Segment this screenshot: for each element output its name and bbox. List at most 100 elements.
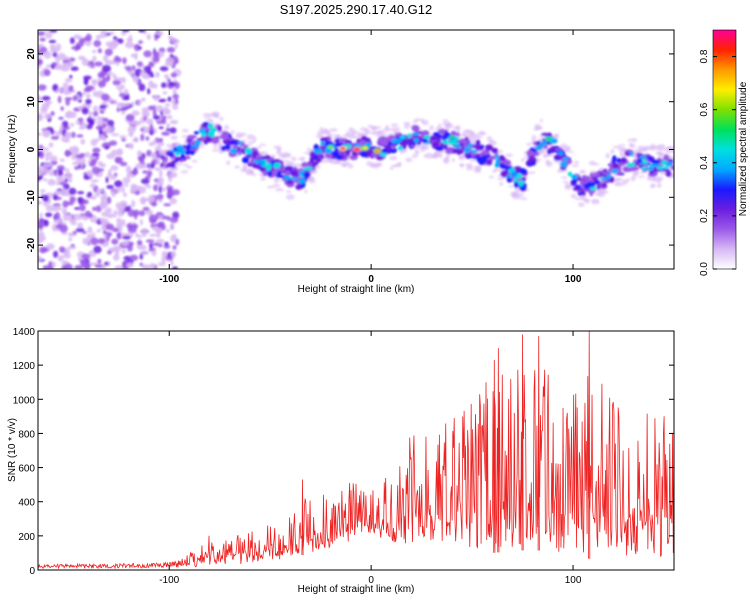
ridge-bright-blob — [470, 149, 479, 153]
ridge-bright-blob — [298, 178, 307, 184]
noise-blob — [74, 207, 81, 210]
noise-blob — [166, 115, 173, 120]
spectrogram-y-tick-label: -20 — [26, 237, 37, 252]
ridge-core-blob — [620, 157, 627, 164]
ridge-bright-blob — [539, 141, 547, 146]
noise-blob — [141, 232, 147, 238]
noise-blob — [113, 99, 117, 104]
ridge-bright-blob — [506, 174, 513, 178]
noise-blob — [103, 54, 109, 62]
ridge-bright-blob — [224, 144, 231, 150]
noise-blob — [84, 151, 91, 158]
noise-blob — [142, 170, 148, 174]
noise-blob — [149, 218, 157, 224]
ridge-bright-blob — [657, 166, 665, 170]
ridge-halo-blob — [666, 146, 672, 152]
noise-blob — [90, 60, 95, 69]
noise-blob — [95, 34, 102, 40]
ridge-halo-blob — [656, 151, 663, 155]
noise-blob — [44, 113, 52, 119]
noise-blob — [118, 88, 122, 93]
noise-blob — [146, 150, 152, 157]
ridge-core-blob — [307, 163, 313, 168]
ridge-halo-blob — [520, 158, 525, 163]
ridge-bright-blob — [558, 151, 564, 156]
ridge-halo-blob — [640, 171, 646, 175]
snr-y-label: SNR (10 * v/v) — [7, 418, 18, 482]
noise-blob — [65, 99, 70, 106]
ridge-bright-blob — [230, 140, 236, 146]
ridge-bright-blob — [412, 132, 419, 136]
ridge-core-blob — [320, 137, 329, 142]
ridge-halo-blob — [618, 144, 626, 147]
ridge-peak — [362, 146, 368, 150]
noise-blob — [55, 60, 60, 68]
noise-blob — [147, 105, 156, 111]
ridge-bright-blob — [379, 152, 388, 157]
noise-blob — [141, 110, 150, 117]
spectrogram-noise-region — [38, 30, 182, 269]
noise-blob — [57, 169, 64, 177]
ridge-core-blob — [572, 187, 582, 191]
noise-blob — [112, 79, 122, 86]
noise-blob — [87, 226, 93, 234]
ridge-halo-blob — [610, 148, 615, 154]
ridge-halo-blob — [370, 125, 378, 131]
noise-blob — [75, 42, 84, 47]
ridge-halo-blob — [282, 153, 292, 158]
ridge-bright-blob — [518, 180, 524, 187]
noise-blob — [60, 106, 64, 111]
ridge-bright-blob — [413, 137, 419, 144]
ridge-bright-blob — [572, 178, 577, 185]
noise-blob — [106, 233, 110, 241]
noise-blob — [97, 48, 103, 54]
noise-blob — [149, 124, 154, 133]
noise-blob — [106, 196, 112, 204]
noise-blob — [155, 238, 165, 244]
ridge-core-blob — [243, 144, 248, 149]
noise-blob — [154, 167, 161, 171]
noise-blob — [93, 40, 102, 47]
noise-blob — [68, 245, 77, 250]
ridge-halo-blob — [659, 171, 665, 176]
noise-blob — [107, 119, 115, 127]
ridge-core-blob — [255, 154, 263, 160]
noise-blob — [94, 264, 103, 269]
ridge-core-blob — [217, 125, 222, 132]
ridge-halo-blob — [270, 154, 276, 157]
ridge-bright-blob — [320, 141, 326, 146]
ridge-bright-blob — [229, 148, 238, 154]
noise-blob — [119, 135, 127, 139]
noise-blob — [39, 189, 46, 193]
noise-blob — [86, 233, 92, 240]
noise-blob — [121, 249, 127, 254]
ridge-halo-blob — [286, 194, 295, 200]
ridge-core-blob — [651, 159, 660, 165]
ridge-core-blob — [593, 172, 601, 177]
noise-blob — [153, 184, 158, 192]
ridge-halo-blob — [505, 153, 514, 157]
noise-blob — [49, 30, 58, 33]
noise-blob — [104, 261, 109, 266]
noise-blob — [48, 142, 54, 148]
noise-blob — [92, 105, 99, 112]
ridge-core-blob — [185, 155, 191, 160]
ridge-halo-blob — [389, 166, 395, 170]
ridge-halo-blob — [465, 163, 473, 167]
noise-blob — [63, 62, 72, 68]
ridge-peak — [328, 145, 334, 149]
ridge-core-blob — [464, 137, 469, 141]
ridge-halo-blob — [403, 121, 411, 125]
ridge-halo-blob — [317, 130, 323, 136]
colorbar-strip — [712, 29, 737, 270]
noise-blob — [42, 163, 50, 169]
noise-blob — [125, 165, 132, 174]
ridge-bright-blob — [494, 154, 500, 159]
noise-blob — [121, 32, 127, 36]
colorbar-label: Normalized spectral amplitude — [738, 81, 749, 216]
ridge-halo-blob — [236, 132, 243, 138]
noise-blob — [42, 265, 50, 269]
ridge-halo-blob — [542, 154, 548, 158]
snr-y-tick-label: 1000 — [13, 395, 36, 406]
